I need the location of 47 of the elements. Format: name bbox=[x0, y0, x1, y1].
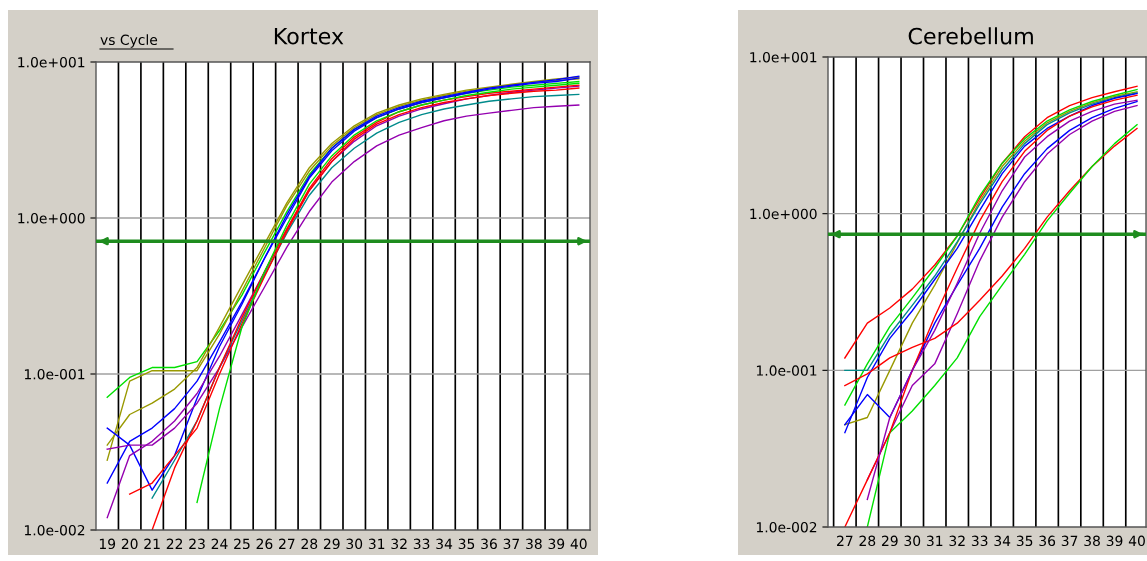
x-tick-label: 35 bbox=[458, 538, 475, 550]
x-tick-label: 32 bbox=[391, 538, 407, 550]
y-tick-label: 1.0e-002 bbox=[24, 524, 85, 536]
x-tick-label: 20 bbox=[121, 538, 138, 550]
y-tick-label: 1.0e+001 bbox=[18, 56, 85, 68]
x-tick-label: 28 bbox=[859, 535, 876, 547]
x-tick-label: 40 bbox=[1128, 535, 1145, 547]
x-tick-label: 38 bbox=[1084, 535, 1100, 547]
y-tick-label: 1.0e+000 bbox=[750, 208, 817, 220]
x-tick-label: 29 bbox=[881, 535, 898, 547]
x-tick-label: 36 bbox=[1039, 535, 1056, 547]
x-tick-label: 23 bbox=[189, 538, 205, 550]
x-tick-label: 39 bbox=[1106, 535, 1123, 547]
x-tick-label: 35 bbox=[1016, 535, 1033, 547]
x-tick-label: 27 bbox=[837, 535, 853, 546]
x-tick-label: 21 bbox=[144, 538, 160, 549]
x-tick-label: 34 bbox=[436, 538, 453, 550]
x-tick-label: 38 bbox=[526, 538, 542, 550]
x-tick-label: 25 bbox=[234, 538, 250, 550]
x-tick-label: 27 bbox=[279, 538, 295, 549]
y-tick-label: 1.0e-001 bbox=[24, 368, 85, 380]
x-tick-label: 29 bbox=[323, 538, 340, 550]
x-tick-label: 30 bbox=[346, 538, 363, 550]
x-tick-label: 26 bbox=[256, 538, 273, 550]
x-tick-label: 31 bbox=[926, 535, 943, 547]
x-tick-label: 36 bbox=[481, 538, 497, 550]
x-tick-label: 32 bbox=[949, 535, 965, 547]
x-tick-label: 31 bbox=[368, 538, 385, 550]
y-tick-label: 1.0e-001 bbox=[756, 365, 817, 376]
x-tick-label: 30 bbox=[904, 535, 921, 547]
chart-title: Cerebellum bbox=[908, 27, 1033, 45]
x-tick-label: 37 bbox=[503, 538, 520, 550]
y-tick-label: 1.0e+000 bbox=[18, 212, 85, 224]
x-tick-label: 28 bbox=[301, 538, 318, 550]
chart-title: Kortex bbox=[274, 27, 344, 45]
x-tick-label: 22 bbox=[166, 538, 183, 549]
y-tick-label: 1.0e-002 bbox=[756, 521, 817, 533]
x-tick-label: 24 bbox=[211, 538, 228, 549]
x-tick-label: 39 bbox=[548, 538, 565, 550]
x-tick-label: 33 bbox=[413, 538, 430, 550]
x-tick-label: 34 bbox=[994, 535, 1011, 547]
x-tick-label: 19 bbox=[99, 538, 116, 550]
text: vs Cycle bbox=[100, 34, 158, 48]
x-tick-label: 40 bbox=[570, 538, 587, 550]
y-tick-label: 1.0e+001 bbox=[750, 51, 817, 63]
x-tick-label: 37 bbox=[1061, 535, 1078, 547]
x-tick-label: 33 bbox=[971, 535, 988, 547]
